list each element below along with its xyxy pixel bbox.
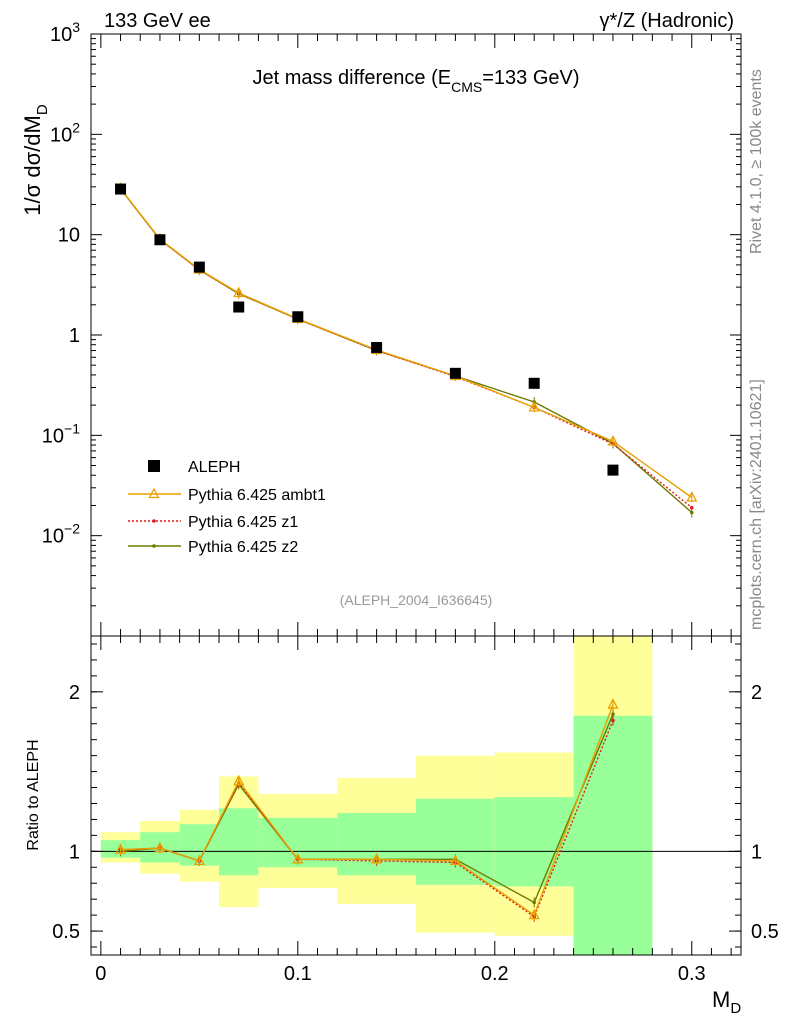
header-left-label: 133 GeV ee: [104, 10, 211, 32]
plot-title: Jet mass difference (ECMS=133 GeV): [252, 67, 579, 95]
ratio-series-triangle-marker-7: [528, 908, 540, 920]
legend-label-2: Pythia 6.425 z1: [188, 514, 298, 531]
legend-label-0: ALEPH: [188, 459, 240, 476]
plot-title-subscript: CMS: [451, 79, 482, 95]
main-y-tick-base: 10: [42, 526, 64, 548]
ratio-series-triangle-marker-0: [114, 843, 127, 854]
main-series-triangle-marker-9: [686, 491, 698, 502]
ratio-y-tick-label-left-2: 2: [69, 682, 80, 704]
main-series-triangle-marker-8: [607, 435, 619, 446]
ratio-series-triangle-marker-4: [292, 852, 304, 864]
main-y-tick-base: 10: [50, 24, 72, 46]
ratio-series-triangle-marker-3: [233, 774, 245, 786]
aleph-data-point-3: [233, 301, 245, 313]
main-series-dotted-marker-9: [689, 505, 694, 510]
ratio-series-solid-dot-marker-7: [532, 900, 536, 905]
main-series-solid-dot-marker-9: [689, 510, 694, 515]
ratio-series-triangle-marker-8: [607, 698, 619, 709]
legend-marker-1: [148, 487, 160, 499]
plot-title-suffix: =133 GeV): [482, 67, 579, 89]
main-y-tick-label-1: 10−1: [42, 420, 80, 447]
ratio-x-tick-label-2: 0.2: [481, 963, 509, 985]
ratio-plot: 0 0.1 0.2 0.3 0.5 0.5 1 1 2 2 Ratio to ALEPH MD: [25, 635, 779, 1017]
main-y-tick-exp: −2: [64, 521, 80, 537]
header-right-label: γ*/Z (Hadronic): [600, 10, 734, 32]
ratio-y-tick-label-left-1: 1: [69, 841, 80, 863]
aleph-data-point-0: [115, 183, 127, 195]
aleph-data-point-1: [154, 234, 166, 246]
main-y-tick-base: 10: [50, 124, 72, 146]
aleph-data-point-8: [607, 464, 619, 476]
main-y-axis-label: 1/σ dσ/dMD: [20, 104, 51, 216]
x-axis-label: MD: [712, 987, 741, 1017]
x-axis-label-sub: D: [730, 1000, 741, 1017]
analysis-id-label: (ALEPH_2004_I636645): [340, 592, 493, 608]
aleph-data-point-4: [292, 311, 304, 323]
ratio-series-solid-dot-marker-8: [611, 712, 615, 716]
main-y-tick-base: 10: [42, 425, 64, 447]
inner-band-5: [337, 813, 416, 876]
main-series-triangle-line: [119, 188, 693, 499]
inner-band-6: [416, 798, 495, 885]
main-y-tick-base: 10: [58, 225, 80, 247]
ratio-series-triangle-marker-6: [449, 854, 461, 866]
inner-band-8: [573, 715, 653, 955]
ratio-y-tick-label-right-2: 2: [751, 682, 762, 704]
legend-marker-0: [148, 460, 160, 472]
ratio-y-axis-label: Ratio to ALEPH: [25, 739, 42, 850]
main-y-tick-label-5: 103: [50, 19, 80, 46]
main-y-tick-label-4: 102: [50, 119, 80, 146]
ratio-series-triangle-marker-5: [371, 852, 383, 864]
aleph-data-point-2: [193, 261, 205, 273]
main-y-tick-exp: −1: [64, 420, 80, 436]
plot-title-prefix: Jet mass difference (E: [252, 67, 451, 89]
aleph-data-point-7: [528, 377, 540, 389]
legend-marker-3: [152, 544, 156, 548]
ratio-y-tick-label-left-0: 0.5: [52, 921, 80, 943]
aleph-data-point-6: [449, 367, 461, 379]
ratio-x-tick-label-3: 0.3: [678, 963, 706, 985]
ratio-series-triangle-marker-1: [154, 841, 166, 853]
ratio-series-triangle-marker-2: [193, 854, 205, 866]
x-axis-label-main: M: [712, 987, 730, 1012]
main-y-tick-label-3: 10: [58, 225, 80, 247]
inner-band-7: [494, 797, 574, 887]
main-y-tick-base: 1: [69, 325, 80, 347]
inner-band-3: [219, 808, 259, 876]
main-y-tick-label-2: 1: [69, 325, 80, 347]
main-y-tick-exp: 2: [72, 119, 80, 135]
legend-label-3: Pythia 6.425 z2: [188, 539, 298, 556]
ratio-series-dotted-marker-8: [611, 718, 615, 723]
ratio-x-tick-label-1: 0.1: [284, 963, 312, 985]
ratio-y-tick-label-right-0: 0.5: [751, 921, 779, 943]
main-y-axis-label-main: 1/σ dσ/dM: [20, 115, 45, 216]
ratio-y-tick-label-right-1: 1: [751, 841, 762, 863]
aleph-data-point-5: [371, 342, 383, 354]
main-y-axis-label-sub: D: [34, 104, 51, 115]
legend-label-1: Pythia 6.425 ambt1: [188, 487, 326, 504]
main-series-triangle-marker-3: [233, 286, 245, 298]
main-y-tick-label-0: 10−2: [42, 521, 80, 548]
main-y-tick-exp: 3: [72, 19, 80, 35]
main-series-triangle-marker-7: [528, 400, 540, 412]
legend-marker-2: [152, 519, 156, 523]
ratio-x-tick-label-0: 0: [95, 963, 106, 985]
